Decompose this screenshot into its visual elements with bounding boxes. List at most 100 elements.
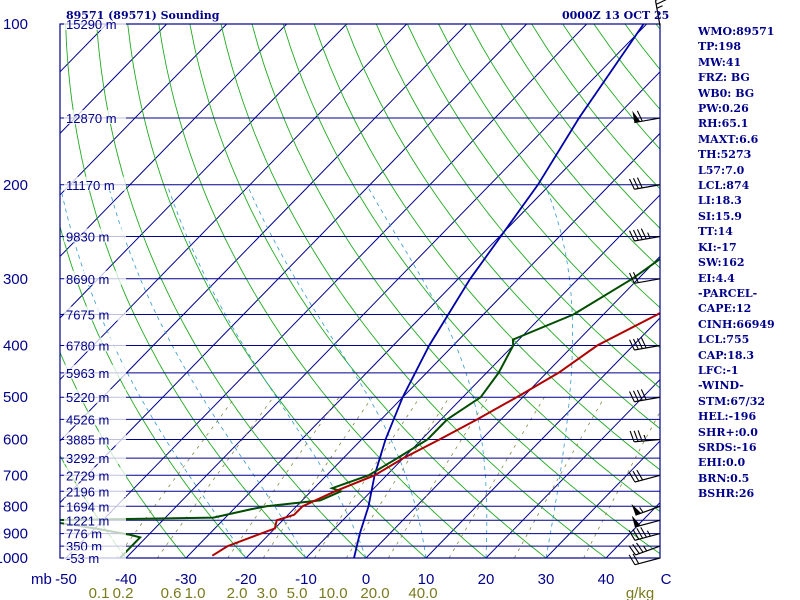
height-label-bg	[64, 550, 126, 564]
pressure-tick-label: 600	[3, 432, 28, 449]
mixing-ratio-tick-label: 0.2	[113, 585, 134, 600]
index-item: TP:198	[698, 40, 742, 54]
index-item: SW:162	[698, 256, 745, 270]
temperature-tick-label: 20	[478, 571, 495, 588]
wind-barb	[629, 272, 661, 284]
mixing-ratio-tick-label: 40.0	[408, 585, 437, 600]
wind-barb-feather	[632, 178, 639, 189]
dry-adiabat-line	[65, 24, 307, 558]
wind-barb-feather	[632, 338, 639, 350]
height-label: 1694 m	[66, 499, 109, 514]
index-item: RH:65.1	[698, 117, 749, 131]
isotherm-line	[245, 132, 660, 558]
pressure-tick-label: 400	[3, 338, 28, 355]
moist-adiabat-line	[544, 184, 573, 558]
height-label: 3292 m	[66, 451, 109, 466]
pressure-tick-label: 700	[3, 467, 28, 484]
wind-barb-feather	[636, 469, 644, 481]
height-label-bg	[64, 16, 126, 30]
height-label-bg	[64, 306, 126, 321]
height-label-bg	[64, 498, 126, 513]
isotherm-line	[60, 24, 468, 442]
isotherm-line	[305, 194, 660, 558]
height-label: -53 m	[66, 551, 99, 566]
moist-adiabat-line	[366, 184, 488, 558]
height-label: 15290 m	[66, 17, 117, 32]
wind-barb	[629, 228, 661, 242]
wind-barb-feather	[633, 430, 639, 442]
dry-adiabat-line	[158, 24, 487, 558]
mixing-ratio-unit-label: g/kg	[626, 585, 654, 600]
pressure-tick-label: 100	[3, 16, 28, 33]
temperature-tick-label: 30	[538, 571, 555, 588]
wind-barb-staff	[634, 235, 661, 242]
height-label-bg	[64, 228, 126, 243]
wind-barb-feather	[636, 110, 643, 122]
height-label: 12870 m	[66, 111, 117, 126]
pressure-tick-label: 1000	[0, 550, 28, 567]
height-label: 3885 m	[66, 433, 109, 448]
wind-barb-feather	[632, 272, 639, 283]
wind-barb	[631, 503, 661, 516]
wind-barb-staff	[635, 545, 661, 556]
temperature-tick-label: 0	[362, 571, 370, 588]
index-item: STM:67/32	[698, 394, 765, 408]
wind-barb-feather	[629, 230, 635, 242]
height-label-bg	[64, 467, 126, 482]
pressure-tick-label: 800	[3, 498, 28, 515]
moist-adiabat-line	[246, 184, 427, 558]
height-label-bg	[64, 176, 126, 191]
index-item: PW:0.26	[698, 102, 749, 116]
wind-barb-feather	[629, 272, 635, 284]
index-item: BSHR:26	[698, 487, 755, 501]
wind-barb-half-feather	[639, 506, 644, 513]
wind-barb-staff	[634, 396, 661, 403]
index-item: LCL:755	[698, 333, 750, 347]
index-item: -PARCEL-	[698, 286, 758, 300]
pressure-tick-label: 300	[3, 271, 28, 288]
dry-adiabat-line	[60, 224, 247, 558]
wind-barb-half-feather	[646, 530, 651, 537]
wind-barb	[632, 110, 661, 124]
wind-barb	[629, 337, 661, 351]
wind-barb-half-feather	[642, 545, 648, 552]
wind-barb-feather	[629, 178, 635, 190]
height-label-bg	[64, 110, 126, 125]
wind-barb-feather	[629, 430, 635, 442]
mixing-ratio-tick-label: 1.0	[185, 585, 206, 600]
mixing-ratio-line	[448, 396, 545, 558]
height-label: 1221 m	[66, 513, 109, 528]
wind-barb-feather	[640, 228, 647, 240]
isotherm-line	[545, 440, 660, 558]
isotherm-line	[425, 317, 660, 558]
wind-barb-staff	[634, 278, 661, 284]
mixing-ratio-tick-label: 20.0	[360, 585, 389, 600]
dry-adiabat-line	[60, 351, 187, 558]
index-item: -WIND-	[698, 379, 744, 393]
wind-barb-feather	[636, 229, 643, 240]
mixing-ratio-tick-label: 0.1	[89, 585, 110, 600]
mixing-ratio-tick-label: 10.0	[318, 585, 347, 600]
wind-barb-feather	[632, 470, 640, 482]
index-item: LCL:874	[698, 179, 750, 193]
wind-barb-feather	[637, 430, 643, 442]
dry-adiabat-line	[313, 24, 660, 471]
wind-barb	[631, 515, 661, 528]
temperature-tick-label: 10	[418, 571, 435, 588]
height-label-bg	[64, 389, 126, 404]
wind-barb-feather	[636, 177, 643, 189]
height-label-bg	[64, 512, 126, 527]
pressure-tick-label: 200	[3, 177, 28, 194]
wind-barb-feather	[640, 337, 647, 349]
pressure-tick-label: 900	[3, 526, 28, 543]
dry-adiabat-line	[469, 24, 660, 269]
height-label-bg	[64, 337, 126, 352]
wind-barb-feather	[628, 545, 637, 556]
index-item: MW:41	[698, 55, 742, 69]
height-label: 4526 m	[66, 412, 109, 427]
height-label-bg	[64, 431, 126, 446]
wind-barb-flag	[632, 110, 641, 123]
wind-barb-staff	[635, 505, 661, 516]
moist-adiabat-line	[166, 184, 367, 558]
wind-barb-feather	[628, 471, 636, 483]
